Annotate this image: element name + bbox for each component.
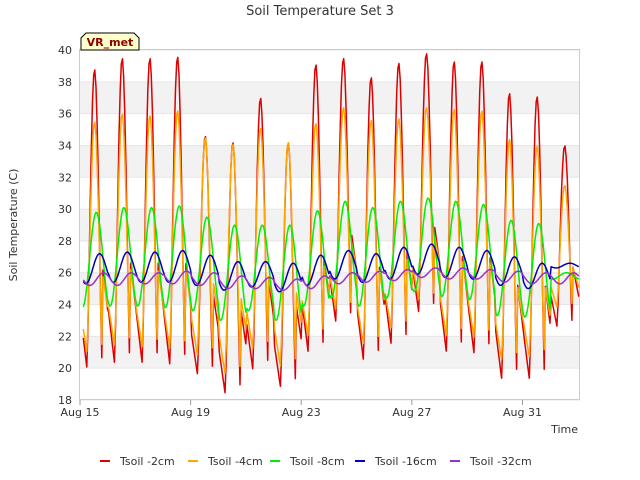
series-line (82, 197, 580, 322)
series-line (82, 107, 580, 375)
series-lines (82, 53, 580, 394)
badge-label: VR_met (87, 36, 134, 49)
grid-band (80, 81, 580, 114)
y-tick-label: 40 (58, 44, 72, 57)
legend-label: Tsoil -8cm (289, 455, 345, 468)
y-tick-label: 38 (58, 76, 72, 89)
x-axis-label: Time (550, 423, 578, 436)
x-tick-label: Aug 15 (61, 406, 100, 419)
x-tick-label: Aug 27 (392, 406, 431, 419)
station-badge: VR_met (80, 32, 140, 51)
legend-label: Tsoil -4cm (207, 455, 263, 468)
y-tick-label: 26 (58, 267, 72, 280)
y-tick-label: 34 (58, 139, 72, 152)
legend-label: Tsoil -32cm (469, 455, 532, 468)
y-axis-ticks: 18 20 22 24 26 28 30 32 34 36 38 40 (58, 44, 72, 407)
x-tick-label: Aug 19 (171, 406, 210, 419)
y-tick-label: 30 (58, 203, 72, 216)
chart-title: Soil Temperature Set 3 (246, 4, 394, 19)
grid-band (80, 145, 580, 178)
legend-item: Tsoil -8cm (270, 455, 345, 468)
plot-frame (79, 49, 580, 400)
legend-item: Tsoil -4cm (188, 455, 263, 468)
legend-item: Tsoil -2cm (100, 455, 175, 468)
x-tick-label: Aug 23 (282, 406, 321, 419)
x-axis-ticks: Aug 15 Aug 19 Aug 23 Aug 27 Aug 31 (61, 400, 542, 419)
y-tick-label: 28 (58, 235, 72, 248)
legend: Tsoil -2cm Tsoil -4cm Tsoil -8cm Tsoil -16c… (100, 455, 532, 468)
y-axis-label: Soil Temperature (C) (7, 169, 20, 282)
grid-band (80, 209, 580, 241)
series-line (82, 267, 580, 291)
grid-band (80, 336, 580, 369)
y-tick-label: 22 (58, 330, 72, 343)
legend-label: Tsoil -2cm (119, 455, 175, 468)
y-tick-label: 36 (58, 108, 72, 121)
legend-item: Tsoil -32cm (450, 455, 532, 468)
y-tick-label: 32 (58, 171, 72, 184)
y-tick-label: 20 (58, 362, 72, 375)
y-tick-label: 18 (58, 394, 72, 407)
legend-label: Tsoil -16cm (374, 455, 437, 468)
legend-item: Tsoil -16cm (355, 455, 437, 468)
x-tick-label: Aug 31 (503, 406, 542, 419)
y-tick-label: 24 (58, 299, 72, 312)
badge-box (80, 32, 140, 51)
